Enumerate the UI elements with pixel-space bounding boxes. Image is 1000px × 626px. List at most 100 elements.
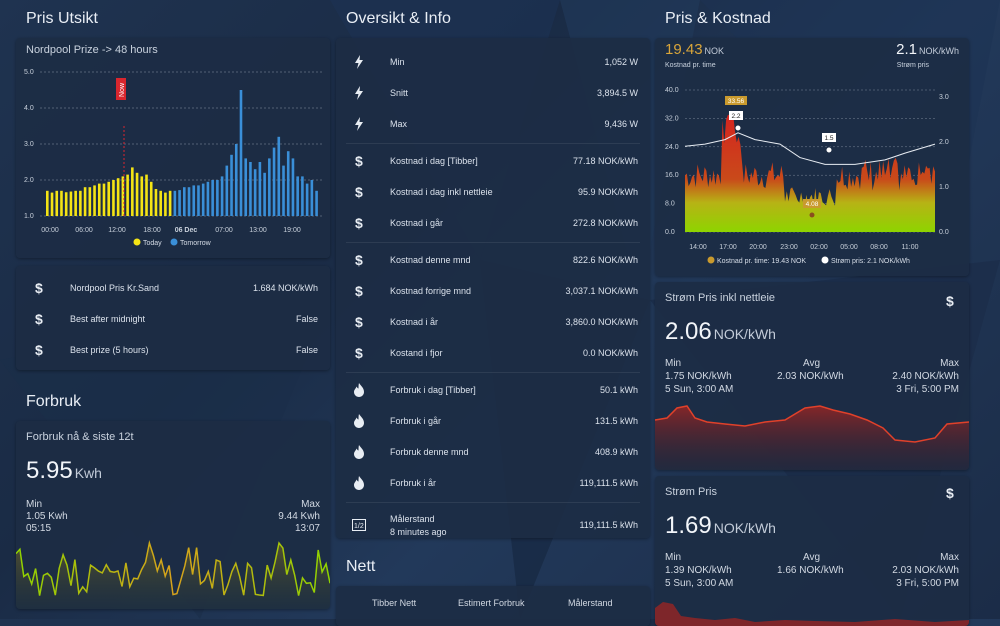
price-bar — [107, 181, 111, 216]
svg-text:$: $ — [35, 312, 43, 326]
row-value: 3,860.0 NOK/kWh — [565, 317, 638, 327]
overview-row[interactable]: Min 1,052 W — [352, 48, 638, 76]
x-tick-label: 13:00 — [249, 227, 267, 234]
group-divider — [346, 143, 640, 144]
nordpool-info-row[interactable]: $ Best prize (5 hours) False — [32, 336, 318, 364]
price-bar — [234, 144, 238, 216]
dollar-icon: $ — [946, 293, 954, 309]
section-title-pris-kostnad: Pris & Kostnad — [665, 10, 771, 27]
nett-card: Tibber Nett Estimert Forbruk Målerstand — [336, 586, 650, 626]
forbruk-max-time: 13:07 — [294, 523, 320, 534]
tab-estimert-forbruk[interactable]: Estimert Forbruk — [458, 598, 525, 608]
dollar-icon: $ — [355, 215, 363, 231]
fire-icon-wrap — [352, 383, 366, 397]
forbruk-max-value: 9.44 Kwh — [278, 511, 320, 522]
overview-row[interactable]: $ Kostnad i dag inkl nettleie 95.9 NOK/kWh — [352, 178, 638, 206]
overview-row[interactable]: $ Kostnad i år 3,860.0 NOK/kWh — [352, 308, 638, 336]
overview-row[interactable]: Snitt 3,894.5 W — [352, 79, 638, 107]
price-bar — [315, 190, 318, 216]
fire-icon-wrap — [352, 414, 366, 428]
price-bar — [83, 187, 87, 216]
meter-updated: 8 minutes ago — [390, 527, 447, 537]
price-bar — [168, 190, 172, 216]
row-label: Max — [390, 119, 408, 129]
tab-malerstand[interactable]: Målerstand — [568, 598, 613, 608]
row-value: 3,894.5 W — [596, 88, 638, 98]
overview-row[interactable]: $ Kostnad i dag [Tibber] 77.18 NOK/kWh — [352, 147, 638, 175]
price-bar — [244, 158, 248, 216]
annotation-4-08: 4.08 — [806, 201, 819, 208]
row-label: Best after midnight — [70, 314, 146, 324]
overview-row-malerstand[interactable]: 1/2 Målerstand 8 minutes ago 119,111.5 kWh — [352, 508, 638, 538]
row-label: Kostnad forrige mnd — [390, 286, 472, 296]
y-tick-label: 4.0 — [24, 105, 34, 112]
price-bar — [154, 189, 158, 216]
fire-icon — [354, 414, 364, 428]
pris-kostnad-card: 19.43 NOK Kostnad pr. time 2.1 NOK/kWh Str… — [655, 38, 969, 276]
overview-row[interactable]: Max 9,436 W — [352, 110, 638, 138]
x-tick-label: 06:00 — [75, 227, 93, 234]
price-bar — [112, 180, 115, 216]
x-tick-label: 14:00 — [689, 244, 707, 251]
fire-icon — [354, 476, 364, 490]
bolt-icon-wrap — [352, 117, 366, 131]
legend-tomorrow-marker — [170, 238, 178, 246]
fire-icon — [354, 383, 364, 397]
row-value: 272.8 NOK/kWh — [572, 218, 638, 228]
overview-row[interactable]: $ Kostnad forrige mnd 3,037.1 NOK/kWh — [352, 277, 638, 305]
bolt-icon — [355, 55, 363, 69]
y-left-tick: 16.0 — [665, 172, 679, 179]
y-left-tick: 0.0 — [665, 229, 675, 236]
price-bar — [272, 147, 276, 216]
section-title-forbruk: Forbruk — [26, 393, 82, 410]
price-min-point — [825, 146, 833, 154]
x-tick-label: 18:00 — [143, 227, 161, 234]
price-bar — [173, 190, 177, 216]
price-bar — [55, 190, 59, 216]
price-bar — [131, 167, 134, 216]
price-bar — [187, 187, 191, 216]
nordpool-info-row[interactable]: $ Best after midnight False — [32, 305, 318, 333]
strom-nettleie-title: Strøm Pris inkl nettleie — [665, 292, 776, 304]
cost-area-series — [685, 114, 935, 232]
overview-row[interactable]: Forbruk i år 119,111.5 kWh — [352, 469, 638, 497]
row-value: 1.684 NOK/kWh — [252, 283, 318, 293]
x-tick-label: 08:00 — [870, 244, 888, 251]
x-tick-label: 17:00 — [719, 244, 737, 251]
overview-row[interactable]: $ Kostand i fjor 0.0 NOK/kWh — [352, 339, 638, 367]
price-bar — [211, 180, 214, 216]
nettleie-avg-value: 2.03 NOK/kWh — [777, 371, 844, 382]
price-bar — [159, 190, 162, 216]
row-label: Forbruk i går — [390, 416, 442, 426]
dollar-icon: $ — [355, 345, 363, 361]
overview-row[interactable]: $ Kostnad i går 272.8 NOK/kWh — [352, 209, 638, 237]
group-divider — [346, 372, 640, 373]
svg-text:$: $ — [35, 343, 43, 357]
cost-value: 19.43 — [665, 41, 703, 58]
dollar-icon: $ — [355, 252, 363, 268]
price-bar — [183, 187, 186, 216]
svg-text:$: $ — [355, 185, 363, 199]
price-bar — [149, 181, 153, 216]
y-left-tick: 8.0 — [665, 201, 675, 208]
overview-row[interactable]: $ Kostnad denne mnd 822.6 NOK/kWh — [352, 246, 638, 274]
strom-pris-sparkline-area — [655, 602, 969, 626]
price-bar — [310, 180, 314, 216]
overview-row[interactable]: Forbruk denne mnd 408.9 kWh — [352, 438, 638, 466]
now-marker-badge — [116, 78, 126, 100]
group-divider — [346, 242, 640, 243]
strom-nettleie-unit: NOK/kWh — [713, 326, 776, 342]
annotation-2-2: 2.2 — [731, 113, 740, 120]
overview-row[interactable]: Forbruk i dag [Tibber] 50.1 kWh — [352, 376, 638, 404]
annotation-2-2-badge — [729, 111, 743, 120]
overview-row[interactable]: Forbruk i går 131.5 kWh — [352, 407, 638, 435]
meter-icon: 1/2 — [352, 519, 366, 531]
x-tick-label: 11:00 — [902, 244, 919, 251]
row-label: Kostnad i går — [390, 218, 444, 228]
x-tick-label: 05:00 — [840, 244, 858, 251]
row-label: Min — [390, 57, 405, 67]
tab-tibber-nett[interactable]: Tibber Nett — [372, 598, 417, 608]
x-tick-label: 19:00 — [283, 227, 301, 234]
nordpool-info-row[interactable]: $ Nordpool Pris Kr.Sand 1.684 NOK/kWh — [32, 274, 318, 302]
row-label: Kostnad i år — [390, 317, 439, 327]
